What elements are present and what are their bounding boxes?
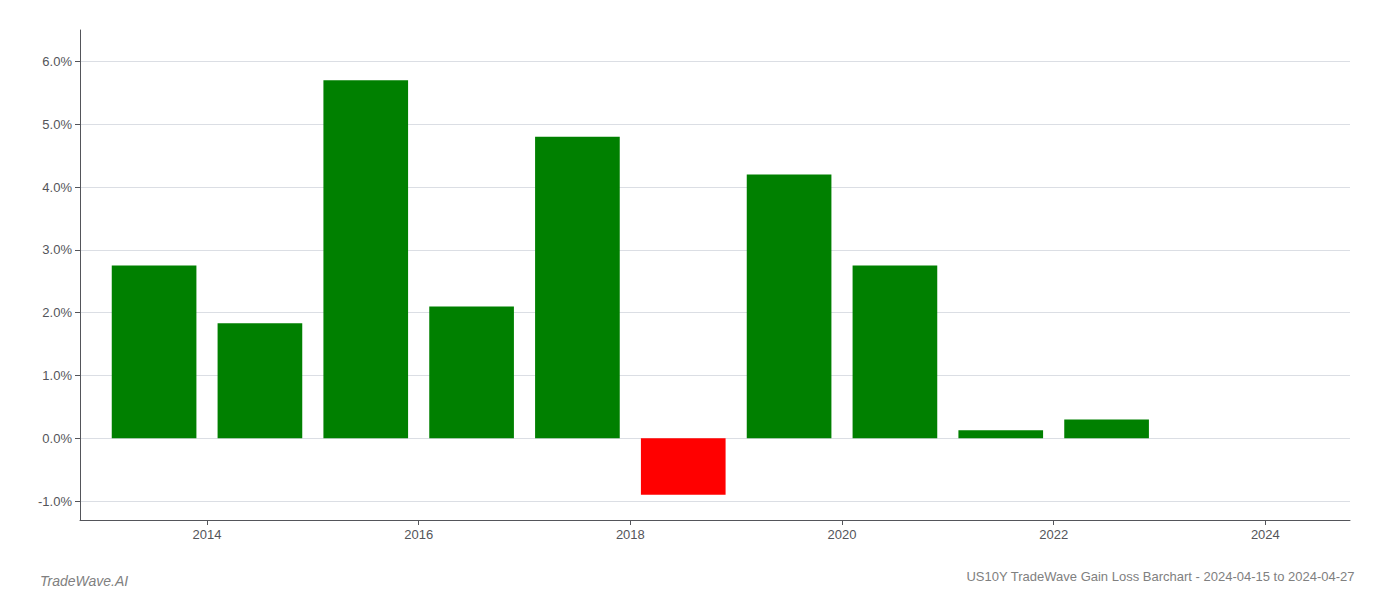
svg-text:2.0%: 2.0% bbox=[42, 305, 72, 320]
svg-text:2014: 2014 bbox=[193, 527, 222, 542]
svg-text:2016: 2016 bbox=[404, 527, 433, 542]
svg-text:US10Y TradeWave Gain Loss Barc: US10Y TradeWave Gain Loss Barchart - 202… bbox=[966, 569, 1354, 584]
svg-text:3.0%: 3.0% bbox=[42, 242, 72, 257]
svg-text:6.0%: 6.0% bbox=[42, 54, 72, 69]
svg-text:0.0%: 0.0% bbox=[42, 431, 72, 446]
svg-text:TradeWave.AI: TradeWave.AI bbox=[40, 573, 128, 589]
svg-text:2022: 2022 bbox=[1039, 527, 1068, 542]
svg-text:4.0%: 4.0% bbox=[42, 180, 72, 195]
svg-text:2024: 2024 bbox=[1251, 527, 1280, 542]
svg-text:2020: 2020 bbox=[828, 527, 857, 542]
svg-text:2018: 2018 bbox=[616, 527, 645, 542]
svg-text:1.0%: 1.0% bbox=[42, 368, 72, 383]
svg-text:-1.0%: -1.0% bbox=[38, 494, 72, 509]
svg-text:5.0%: 5.0% bbox=[42, 117, 72, 132]
